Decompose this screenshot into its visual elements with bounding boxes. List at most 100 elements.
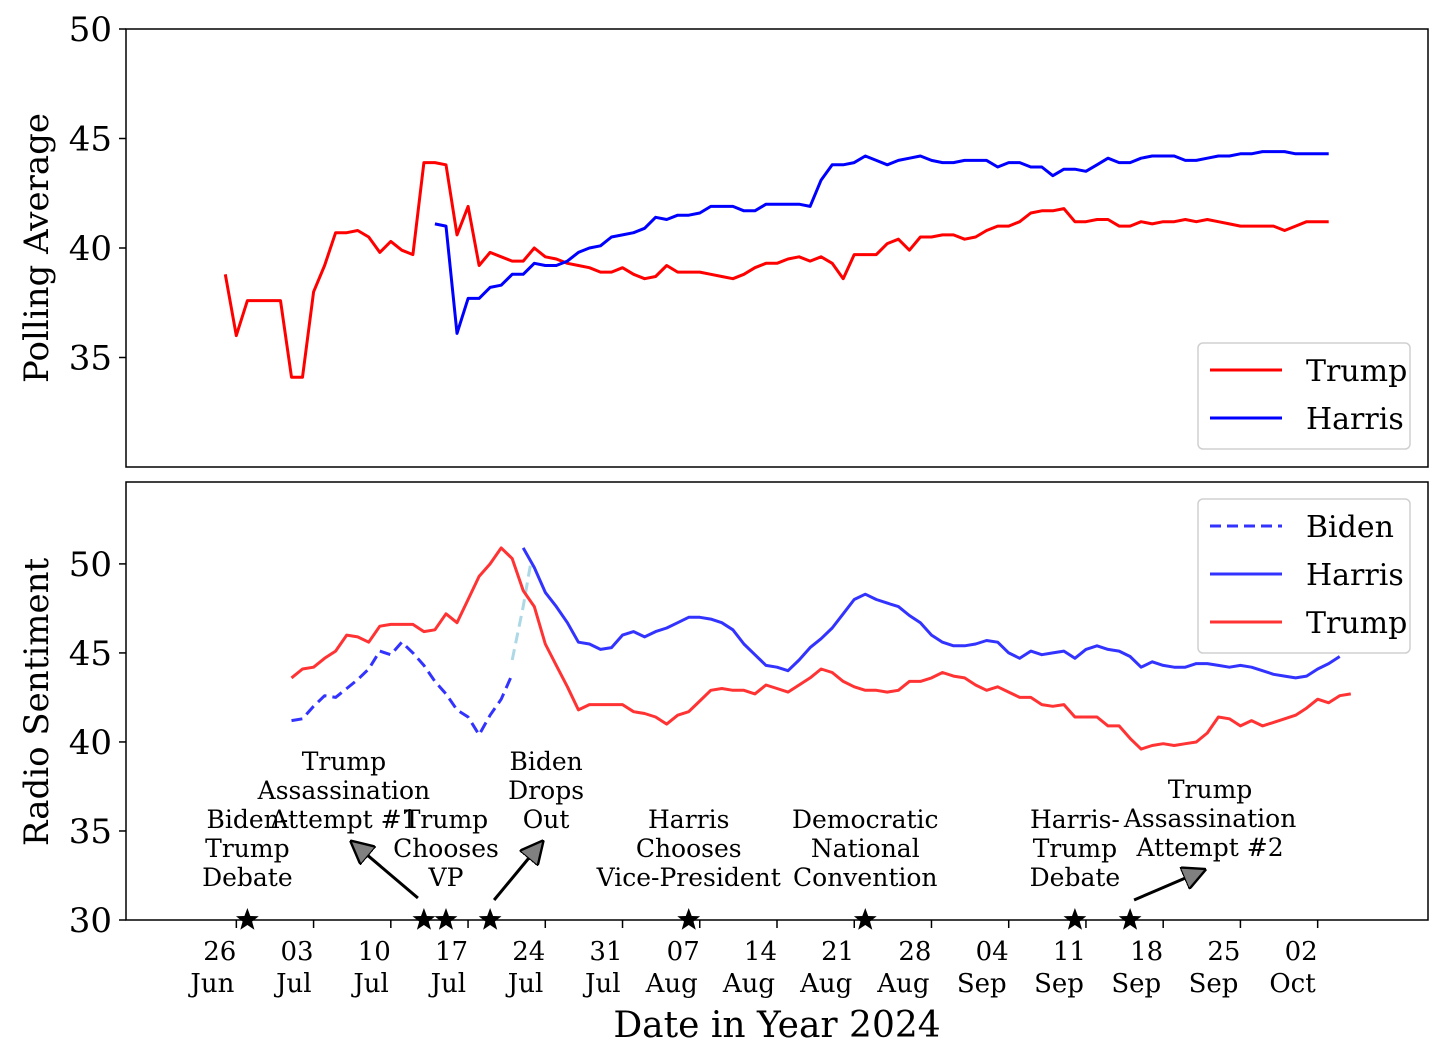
event-star-marker	[677, 908, 701, 930]
event-label-line: Drops	[508, 776, 584, 805]
event-star-marker	[434, 908, 458, 930]
event-label-line: Trump	[205, 834, 289, 863]
event-annotations: Biden-TrumpDebateTrumpAssassinationAttem…	[202, 747, 1296, 930]
series-line-harris	[434, 150, 1329, 335]
event-label-line: Vice-President	[596, 863, 781, 892]
radio-legend-box	[1197, 498, 1411, 654]
event-arrow	[1133, 870, 1204, 902]
radio-x-ticks: 26Jun03Jul10Jul17Jul24Jul31Jul07Aug14Aug…	[187, 920, 1319, 999]
x-axis-label: Date in Year 2024	[613, 1005, 940, 1046]
event-star-marker	[853, 908, 877, 930]
y-tick-label: 45	[69, 634, 112, 674]
x-tick-month-label: Jul	[505, 969, 543, 999]
radio-legend-label-trump: Trump	[1306, 606, 1407, 641]
y-tick-label: 40	[69, 723, 112, 763]
x-tick-month-label: Aug	[722, 969, 775, 999]
x-tick-day-label: 31	[589, 937, 622, 967]
polling-y-axis-label: Polling Average	[17, 113, 57, 383]
event-label-line: Trump	[1033, 834, 1117, 863]
x-tick-day-label: 24	[512, 937, 545, 967]
x-tick-month-label: Jul	[350, 969, 388, 999]
polling-y-ticks: 35 40 45 50	[69, 10, 126, 379]
x-tick-month-label: Jul	[273, 969, 311, 999]
series-line-biden	[291, 640, 514, 737]
x-tick-day-label: 04	[976, 937, 1009, 967]
x-tick-day-label: 03	[280, 937, 313, 967]
x-tick-day-label: 26	[203, 937, 236, 967]
series-line-harris	[521, 547, 1341, 680]
polling-series-lines	[223, 150, 1329, 379]
radio-legend: Biden Harris Trump	[1197, 498, 1411, 654]
event-label-line: Convention	[793, 863, 938, 892]
x-tick-month-label: Jul	[428, 969, 466, 999]
x-tick-month-label: Sep	[1189, 969, 1239, 999]
x-tick-day-label: 18	[1130, 937, 1163, 967]
event-label-line: Harris	[648, 805, 729, 834]
event-star-marker	[1118, 908, 1142, 930]
event-label-line: Biden	[509, 747, 582, 776]
event-label-line: Debate	[1030, 863, 1121, 892]
x-tick-month-label: Aug	[799, 969, 852, 999]
x-tick-month-label: Sep	[1111, 969, 1161, 999]
polling-legend-label-harris: Harris	[1306, 402, 1404, 437]
y-tick-label: 50	[69, 10, 112, 50]
y-tick-label: 40	[69, 229, 112, 269]
event-star-marker	[478, 908, 502, 930]
x-tick-month-label: Jun	[187, 969, 234, 999]
radio-legend-label-harris: Harris	[1306, 558, 1404, 593]
y-tick-label: 45	[69, 120, 112, 160]
event-arrow	[492, 842, 542, 901]
event-label-line: Attempt #1	[269, 805, 417, 834]
event-label-line: Attempt #2	[1136, 833, 1284, 862]
x-tick-day-label: 21	[821, 937, 854, 967]
y-tick-label: 30	[69, 901, 112, 941]
event-label-line: Biden-	[207, 805, 289, 834]
radio-legend-label-biden: Biden	[1306, 510, 1394, 545]
x-tick-month-label: Oct	[1269, 969, 1316, 999]
event-label-line: Trump	[1168, 775, 1252, 804]
radio-y-ticks: 30 35 40 45 50	[69, 545, 126, 941]
event-label-line: National	[811, 834, 920, 863]
x-tick-month-label: Aug	[645, 969, 698, 999]
series-line-transition	[510, 561, 533, 661]
event-label-line: Democratic	[792, 805, 939, 834]
x-tick-month-label: Sep	[1034, 969, 1084, 999]
event-label-line: Trump	[404, 805, 488, 834]
polling-panel: 35 40 45 50 Polling Average Trump Harris	[17, 10, 1429, 468]
radio-series-lines	[290, 546, 1352, 751]
series-line-trump	[223, 161, 1329, 379]
series-line-trump	[290, 546, 1352, 751]
event-star-marker	[236, 908, 259, 930]
x-tick-day-label: 14	[744, 937, 777, 967]
x-tick-day-label: 10	[358, 937, 391, 967]
event-label-line: Chooses	[393, 834, 499, 863]
event-label-line: Chooses	[636, 834, 742, 863]
event-label-line: Harris-	[1030, 805, 1120, 834]
event-label-line: Assassination	[1123, 804, 1296, 833]
event-arrow	[352, 842, 419, 900]
y-tick-label: 35	[69, 339, 112, 379]
event-star-marker	[1063, 908, 1087, 930]
event-label-line: Out	[523, 805, 570, 834]
y-tick-label: 50	[69, 545, 112, 585]
event-star-marker	[412, 908, 436, 930]
x-tick-day-label: 07	[667, 937, 700, 967]
event-label-line: Trump	[302, 747, 386, 776]
radio-y-axis-label: Radio Sentiment	[17, 557, 57, 846]
x-tick-day-label: 25	[1207, 937, 1240, 967]
event-label-line: VP	[428, 863, 464, 892]
x-tick-day-label: 28	[898, 937, 931, 967]
x-tick-day-label: 11	[1053, 937, 1086, 967]
event-label-line: Debate	[202, 863, 293, 892]
x-tick-month-label: Sep	[957, 969, 1007, 999]
polling-legend-label-trump: Trump	[1306, 354, 1407, 389]
event-label-line: Assassination	[257, 776, 430, 805]
polling-legend: Trump Harris	[1197, 342, 1411, 450]
x-tick-day-label: 02	[1285, 937, 1318, 967]
x-tick-month-label: Jul	[582, 969, 620, 999]
x-tick-month-label: Aug	[876, 969, 929, 999]
y-tick-label: 35	[69, 812, 112, 852]
x-tick-day-label: 17	[435, 937, 468, 967]
